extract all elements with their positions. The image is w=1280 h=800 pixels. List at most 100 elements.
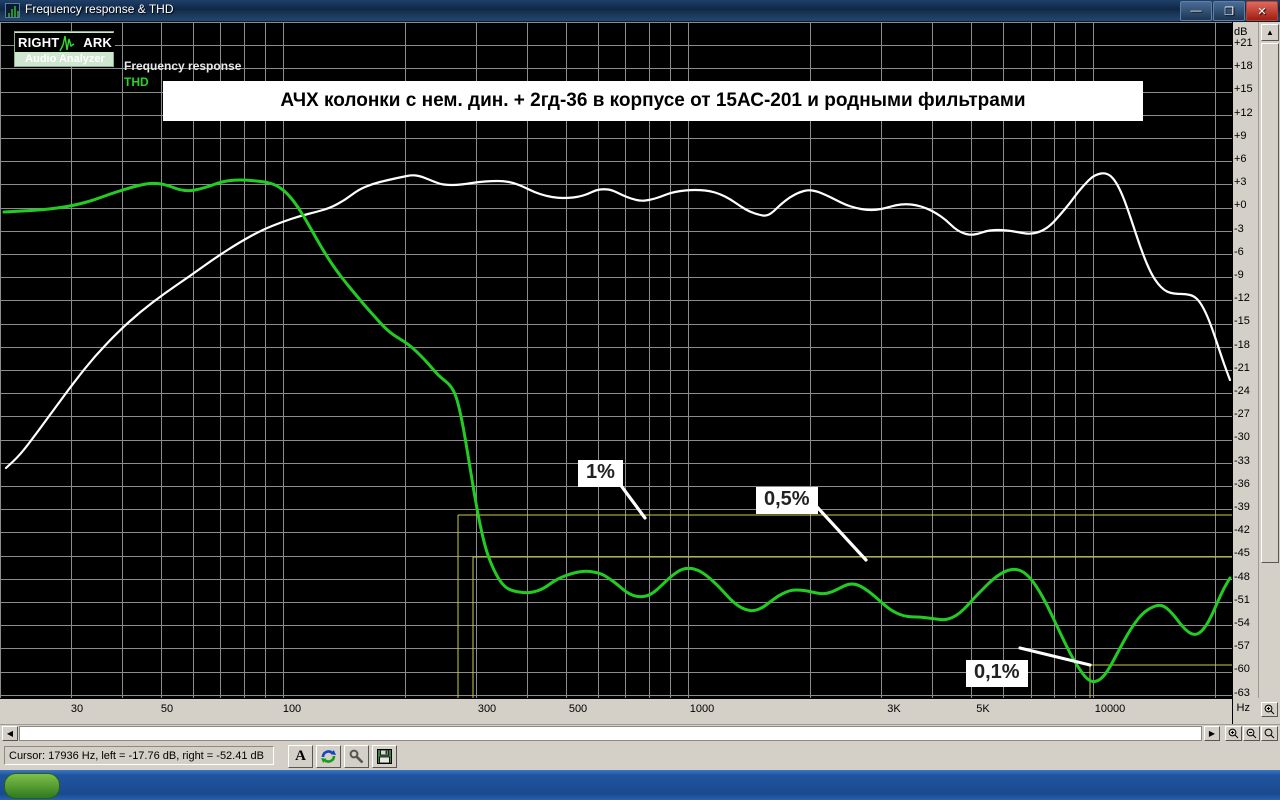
cursor-readout: Cursor: 17936 Hz, left = -17.76 dB, righ… — [4, 746, 274, 765]
font-button[interactable]: A — [288, 745, 313, 768]
hz-tick: 30 — [70, 703, 84, 715]
scroll-left-button[interactable]: ◀ — [2, 726, 18, 741]
hz-tick: 300 — [477, 703, 497, 715]
db-tick: -27 — [1234, 408, 1250, 421]
annotation-label: 0,5% — [756, 487, 818, 514]
db-tick: -21 — [1234, 361, 1250, 374]
hz-tick: 3K — [887, 703, 901, 715]
plot-area[interactable]: RIGHT ARK Audio Analyzer Frequency respo… — [0, 22, 1280, 724]
zoom-in-icon[interactable] — [1260, 702, 1278, 717]
close-button[interactable]: ✕ — [1246, 1, 1278, 21]
grid-vertical — [0, 22, 1216, 698]
graph-canvas[interactable] — [0, 22, 1232, 698]
hz-zoom-corner[interactable] — [1258, 698, 1280, 724]
plot-background — [0, 22, 1232, 698]
vertical-scrollbar[interactable]: ▲ ▼ — [1258, 22, 1280, 724]
floppy-disk-icon — [377, 749, 392, 764]
os-taskbar — [0, 770, 1280, 800]
refresh-button[interactable] — [316, 745, 341, 768]
logo-left-text: RIGHT — [18, 35, 60, 50]
minimize-icon: — — [1190, 5, 1202, 17]
legend-thd: THD — [124, 75, 149, 89]
restore-button[interactable]: ❐ — [1213, 1, 1245, 21]
db-tick: +0 — [1234, 199, 1247, 212]
db-tick: +12 — [1234, 106, 1253, 119]
restore-icon: ❐ — [1224, 5, 1234, 18]
refresh-icon — [321, 750, 336, 763]
db-tick: -57 — [1234, 640, 1250, 653]
db-tick: +6 — [1234, 153, 1247, 165]
options-button[interactable] — [344, 745, 369, 768]
zoom-button-group — [1225, 726, 1278, 741]
db-tick: -12 — [1234, 292, 1250, 305]
db-tick: +9 — [1234, 129, 1247, 142]
window-controls: — ❐ ✕ — [1180, 1, 1278, 21]
db-tick: -30 — [1234, 431, 1250, 444]
font-icon: A — [295, 748, 306, 764]
db-tick: +18 — [1234, 60, 1253, 73]
zoom-out-icon[interactable] — [1243, 726, 1260, 741]
db-tick: -42 — [1234, 524, 1250, 537]
hz-tick: 100 — [282, 703, 302, 715]
window-title-bar: Frequency response & THD — ❐ ✕ — [0, 0, 1280, 22]
db-tick: -3 — [1234, 222, 1244, 235]
db-tick: -60 — [1234, 663, 1250, 676]
db-tick: -48 — [1234, 570, 1250, 583]
db-tick: +21 — [1234, 37, 1253, 49]
rightmark-logo: RIGHT ARK Audio Analyzer — [14, 31, 115, 67]
legend-frequency-response: Frequency response — [124, 59, 242, 73]
graph-svg — [0, 22, 1232, 698]
start-button[interactable] — [4, 773, 60, 799]
zoom-reset-icon[interactable] — [1261, 726, 1278, 741]
wrench-icon — [349, 749, 364, 764]
horizontal-scrollbar[interactable]: ◀ ▶ — [0, 724, 1280, 742]
series-frequency-response — [4, 172, 1232, 470]
horizontal-scroll-track[interactable] — [19, 726, 1202, 741]
hz-axis-unit: Hz — [1236, 702, 1250, 714]
logo-right-text: ARK — [83, 35, 112, 50]
chart-window-icon — [5, 3, 20, 18]
hz-tick: 10000 — [1094, 703, 1126, 715]
hz-tick: 50 — [160, 703, 174, 715]
db-tick: -15 — [1234, 315, 1250, 328]
minimize-button[interactable]: — — [1180, 1, 1212, 21]
logo-subtitle: Audio Analyzer — [25, 53, 105, 65]
reference-lines — [457, 514, 1232, 698]
db-tick: -24 — [1234, 385, 1250, 397]
db-tick: -51 — [1234, 593, 1250, 606]
status-bar: Cursor: 17936 Hz, left = -17.76 dB, righ… — [0, 742, 1280, 770]
db-tick: -36 — [1234, 477, 1250, 490]
db-axis: dB +21 +18 +15 +12 +9 +6 +3 +0 -3 -6 -9 -12 -15 -18 -2… — [1232, 22, 1258, 724]
save-button[interactable] — [372, 745, 397, 768]
db-tick: -6 — [1234, 245, 1244, 258]
close-icon: ✕ — [1257, 5, 1267, 18]
hz-tick: 1000 — [689, 703, 715, 715]
db-tick: -39 — [1234, 501, 1250, 513]
vertical-scroll-thumb[interactable] — [1261, 43, 1279, 563]
logo-top-bar: RIGHT ARK — [15, 33, 115, 52]
hz-axis: 30 50 100 300 500 1000 3K 5K 10000 — [0, 698, 1232, 724]
series-thd — [2, 178, 1232, 684]
db-tick: -33 — [1234, 454, 1250, 467]
db-tick: -45 — [1234, 547, 1250, 560]
db-tick: +15 — [1234, 83, 1253, 96]
annotation-label: 0,1% — [966, 660, 1028, 687]
chart-title-banner: АЧХ колонки с нем. дин. + 2гд-36 в корпу… — [163, 81, 1143, 121]
legend: Frequency response THD — [124, 59, 241, 89]
hz-tick: 5K — [976, 703, 990, 715]
db-tick: -9 — [1234, 269, 1244, 281]
db-tick: -63 — [1234, 686, 1250, 699]
db-tick: -54 — [1234, 617, 1250, 629]
db-axis-unit: dB — [1234, 26, 1248, 38]
logo-wave-icon — [59, 35, 75, 52]
db-tick: +3 — [1234, 176, 1247, 189]
scroll-up-button[interactable]: ▲ — [1261, 24, 1279, 41]
scroll-right-button[interactable]: ▶ — [1204, 726, 1220, 741]
zoom-in-icon[interactable] — [1225, 726, 1242, 741]
hz-tick: 500 — [568, 703, 588, 715]
annotation-label: 1% — [578, 460, 623, 487]
chart-title-text: АЧХ колонки с нем. дин. + 2гд-36 в корпу… — [280, 90, 1026, 111]
db-tick: -18 — [1234, 338, 1250, 351]
window-title: Frequency response & THD — [25, 2, 174, 16]
